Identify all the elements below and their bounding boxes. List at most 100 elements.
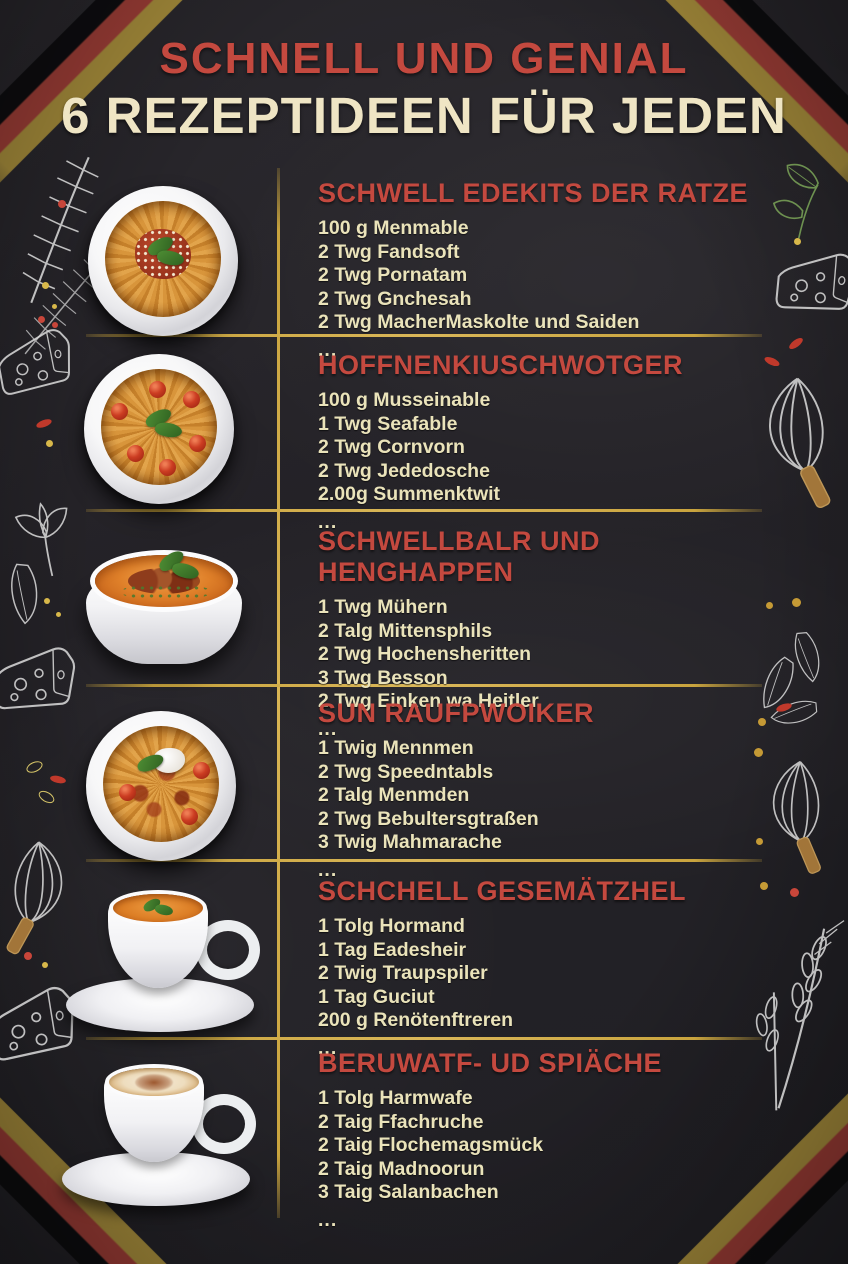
spice-dot [42, 962, 48, 968]
pasta-swirl [103, 726, 219, 842]
cherry-tomato [111, 403, 128, 420]
ingredient-item: 2 Taig Madnoorun [318, 1157, 485, 1180]
spice-dot [24, 952, 32, 960]
recipe-section-1: SCHWELL EDEKITS DER RATZE 100 g Menmable… [0, 168, 848, 361]
section-divider [86, 859, 762, 862]
poster-title-line1: SCHNELL UND GENIAL [159, 34, 689, 83]
ingredient-item: 1 Twig Mennmen [318, 737, 474, 759]
recipe-section-3: SCHWELLBALR UND HENGHAPPEN 1 Twg Mühern … [0, 510, 848, 740]
tomato-piece [193, 762, 210, 779]
ingredient-item: 3 Twig Mahmarache [318, 831, 502, 853]
minced-meat [103, 726, 219, 842]
recipe-text: SCHWELL EDEKITS DER RATZE 100 g Menmable… [318, 178, 788, 362]
recipe-title: BERUWATF- UD SPIÄCHE [318, 1048, 662, 1078]
spice-dot [38, 316, 45, 323]
plate [86, 711, 236, 861]
spice-dot [42, 282, 49, 289]
ingredient-item: 2 Twg Hochensheritten [318, 643, 532, 665]
recipe-text: SCHWELLBALR UND HENGHAPPEN 1 Twg Mühern … [318, 526, 788, 741]
ingredient-item: 3 Twg Besson [318, 666, 448, 689]
plate [88, 186, 238, 336]
tomato-piece [119, 784, 136, 801]
ingredient-item: 2 Talg Menmden [318, 784, 470, 806]
spice-dot [760, 882, 768, 890]
cherry-tomato [159, 459, 176, 476]
plate [84, 354, 234, 504]
spice-dot [792, 598, 801, 607]
ingredient-ellipsis: ... [318, 1036, 338, 1059]
ingredient-item: 2 Taig Flochemagsmück [318, 1134, 544, 1156]
ingredient-item: 2.00g Summenktwit [318, 483, 501, 505]
pasta-swirl [105, 201, 221, 317]
ingredient-item: 2 Twig Traupspiler [318, 962, 488, 984]
ingredient-item: 2 Twg Bebultersgtraßen [318, 807, 539, 830]
section-divider [86, 684, 762, 687]
spice-dot [52, 322, 58, 328]
photo-spaghetti-parmesan [88, 186, 238, 336]
milk-foam-surface [109, 1068, 199, 1096]
ingredient-item: 1 Tolg Harmwafe [318, 1087, 473, 1109]
spice-dot [52, 304, 57, 309]
ingredient-item: 2 Twg Einken wa Heitler [318, 690, 539, 712]
section-divider [86, 509, 762, 512]
ingredient-ellipsis: ... [318, 1208, 338, 1231]
recipe-section-2: HOFFNENKIUSCHWOTGER 100 g Musseinable 1 … [0, 336, 848, 533]
pasta-swirl [101, 369, 217, 485]
spice-dot [790, 888, 799, 897]
ingredient-item: 100 g Musseinable [318, 389, 491, 411]
cherry-tomato [183, 391, 200, 408]
ingredient-item: 3 Taig Salanbachen [318, 1181, 499, 1203]
ingredient-item: 1 Twg Seafable [318, 412, 458, 435]
spice-dot [766, 602, 773, 609]
cherry-tomato [149, 381, 166, 398]
basil-leaf [153, 419, 184, 441]
ingredient-item: 2 Taig Ffachruche [318, 1110, 484, 1133]
vertical-divider [277, 168, 280, 1218]
ingredient-item: 2 Twg Fandsoft [318, 240, 460, 263]
ingredient-item: 2 Twg MacherMaskolte und Saiden [318, 311, 640, 333]
ingredient-ellipsis: ... [318, 338, 338, 361]
ingredient-item: 1 Tag Guciut [318, 985, 435, 1008]
spice-dot [756, 838, 763, 845]
recipe-text: BERUWATF- UD SPIÄCHE 1 Tolg Harmwafe 2 T… [318, 1048, 788, 1232]
spice-dot [44, 598, 50, 604]
cherry-tomato [127, 445, 144, 462]
ingredient-item: 1 Tolg Hormand [318, 915, 465, 937]
photo-spaghetti-bolognese [86, 711, 236, 861]
ingredient-ellipsis: ... [318, 858, 338, 881]
ingredient-ellipsis: ... [318, 510, 338, 533]
photo-spaghetti-cherry-tomato [84, 354, 234, 504]
photo-soup-cup [62, 886, 262, 1036]
ingredient-item: 100 g Menmable [318, 217, 469, 239]
spice-dot [58, 200, 66, 208]
recipe-title: SCHCHELL GESEMÄTZHEL [318, 876, 687, 906]
spice-dot [46, 440, 53, 447]
recipe-section-4: SUN RAUFPWOIKER 1 Twig Mennmen 2 Twg Spe… [0, 685, 848, 881]
basil-leaf [153, 902, 175, 918]
ingredient-item: 2 Talg Mittensphils [318, 619, 493, 642]
ingredient-item: 1 Twg Mühern [318, 596, 448, 618]
ingredient-item: 2 Twg Jededosche [318, 459, 490, 482]
soup-bowl [80, 540, 248, 672]
spice-dot [754, 748, 763, 757]
spice-dot [758, 718, 766, 726]
recipe-text: HOFFNENKIUSCHWOTGER 100 g Musseinable 1 … [318, 350, 788, 534]
ingredient-item: 2 Twg Pornatam [318, 264, 468, 286]
tomato-piece [181, 808, 198, 825]
photo-cappuccino [58, 1060, 258, 1210]
herb-specks [120, 584, 212, 600]
recipe-title: SCHWELLBALR UND HENGHAPPEN [318, 526, 600, 587]
ingredient-item: 200 g Renötenftreren [318, 1009, 514, 1031]
photo-tomato-soup-bowl [80, 540, 248, 672]
spice-dot [794, 238, 801, 245]
section-divider [86, 334, 762, 337]
ingredient-item: 2 Twg Cornvorn [318, 436, 465, 458]
cherry-tomato [189, 435, 206, 452]
cup-with-saucer [58, 1060, 258, 1210]
recipe-text: SUN RAUFPWOIKER 1 Twig Mennmen 2 Twg Spe… [318, 698, 788, 882]
recipe-section-6: BERUWATF- UD SPIÄCHE 1 Tolg Harmwafe 2 T… [0, 1038, 848, 1231]
recipe-text: SCHCHELL GESEMÄTZHEL 1 Tolg Hormand 1 Ta… [318, 876, 788, 1060]
cup-with-saucer [62, 886, 262, 1036]
poster-header: SCHNELL UND GENIAL 6 REZEPTIDEEN FÜR JED… [0, 34, 848, 145]
